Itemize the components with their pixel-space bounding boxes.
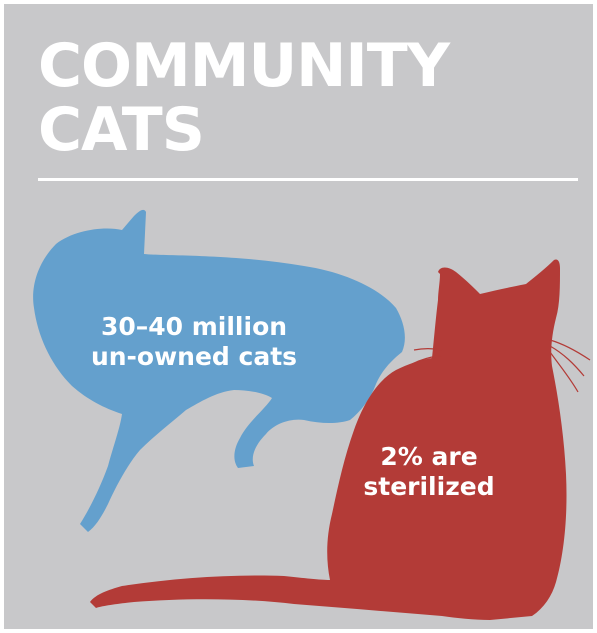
unowned-cats-stat: 30–40 million un-owned cats	[74, 312, 314, 372]
sterilized-stat-line-1: 2% are	[380, 442, 478, 471]
title-divider	[38, 178, 578, 181]
sterilized-stat-line-2: sterilized	[363, 472, 495, 501]
cat-illustration	[33, 209, 591, 620]
red-cat-silhouette	[90, 259, 567, 620]
title-line-1: COMMUNITY	[38, 31, 450, 101]
sterilized-stat: 2% are sterilized	[354, 442, 504, 502]
infographic-panel: COMMUNITY CATS 30–40 million un-owned ca…	[4, 4, 593, 629]
page-title: COMMUNITY CATS	[38, 31, 450, 165]
unowned-stat-line-1: 30–40 million	[100, 312, 288, 341]
unowned-stat-line-2: un-owned cats	[90, 342, 298, 371]
title-line-2: CATS	[38, 95, 205, 165]
red-cat-whiskers	[411, 339, 591, 393]
blue-cat-silhouette	[33, 209, 405, 533]
